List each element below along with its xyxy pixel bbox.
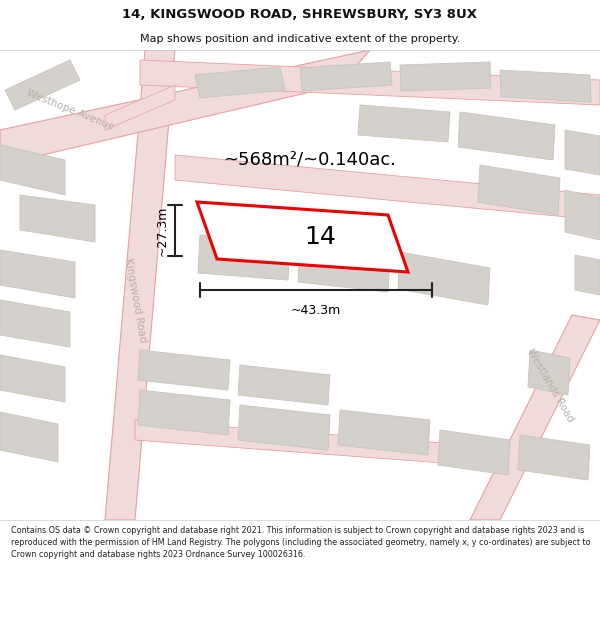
Polygon shape bbox=[0, 412, 58, 462]
Polygon shape bbox=[105, 85, 175, 130]
Text: ~568m²/~0.140ac.: ~568m²/~0.140ac. bbox=[223, 151, 397, 169]
Polygon shape bbox=[500, 70, 591, 102]
Polygon shape bbox=[528, 350, 570, 395]
Polygon shape bbox=[400, 62, 491, 91]
Polygon shape bbox=[135, 420, 470, 465]
Polygon shape bbox=[338, 410, 430, 455]
Polygon shape bbox=[298, 245, 390, 292]
Text: 14: 14 bbox=[305, 225, 337, 249]
Polygon shape bbox=[138, 350, 230, 390]
Polygon shape bbox=[20, 195, 95, 242]
Text: Contains OS data © Crown copyright and database right 2021. This information is : Contains OS data © Crown copyright and d… bbox=[11, 526, 590, 559]
Polygon shape bbox=[478, 165, 560, 215]
Polygon shape bbox=[518, 435, 590, 480]
Polygon shape bbox=[300, 62, 392, 91]
Text: Westhope Avenue: Westhope Avenue bbox=[25, 88, 115, 132]
Text: 14, KINGSWOOD ROAD, SHREWSBURY, SY3 8UX: 14, KINGSWOOD ROAD, SHREWSBURY, SY3 8UX bbox=[122, 8, 478, 21]
Polygon shape bbox=[0, 355, 65, 402]
Polygon shape bbox=[565, 190, 600, 240]
Polygon shape bbox=[0, 300, 70, 347]
Polygon shape bbox=[438, 430, 510, 475]
Polygon shape bbox=[198, 235, 290, 280]
Polygon shape bbox=[470, 315, 600, 520]
Polygon shape bbox=[238, 405, 330, 450]
Polygon shape bbox=[175, 155, 600, 220]
Polygon shape bbox=[138, 390, 230, 435]
Text: ~27.3m: ~27.3m bbox=[156, 205, 169, 256]
Polygon shape bbox=[0, 50, 370, 165]
Text: ~43.3m: ~43.3m bbox=[291, 304, 341, 317]
Text: Westlands Road: Westlands Road bbox=[525, 346, 575, 424]
Text: Map shows position and indicative extent of the property.: Map shows position and indicative extent… bbox=[140, 34, 460, 44]
Polygon shape bbox=[238, 365, 330, 405]
Polygon shape bbox=[575, 255, 600, 295]
Polygon shape bbox=[195, 67, 285, 98]
Polygon shape bbox=[458, 112, 555, 160]
Polygon shape bbox=[5, 60, 80, 110]
Polygon shape bbox=[0, 250, 75, 298]
Polygon shape bbox=[197, 202, 408, 272]
Polygon shape bbox=[105, 50, 175, 520]
Polygon shape bbox=[140, 60, 600, 105]
Polygon shape bbox=[398, 252, 490, 305]
Polygon shape bbox=[565, 130, 600, 175]
Polygon shape bbox=[0, 145, 65, 195]
Polygon shape bbox=[358, 105, 450, 142]
Text: Kingswood Road: Kingswood Road bbox=[122, 257, 148, 343]
